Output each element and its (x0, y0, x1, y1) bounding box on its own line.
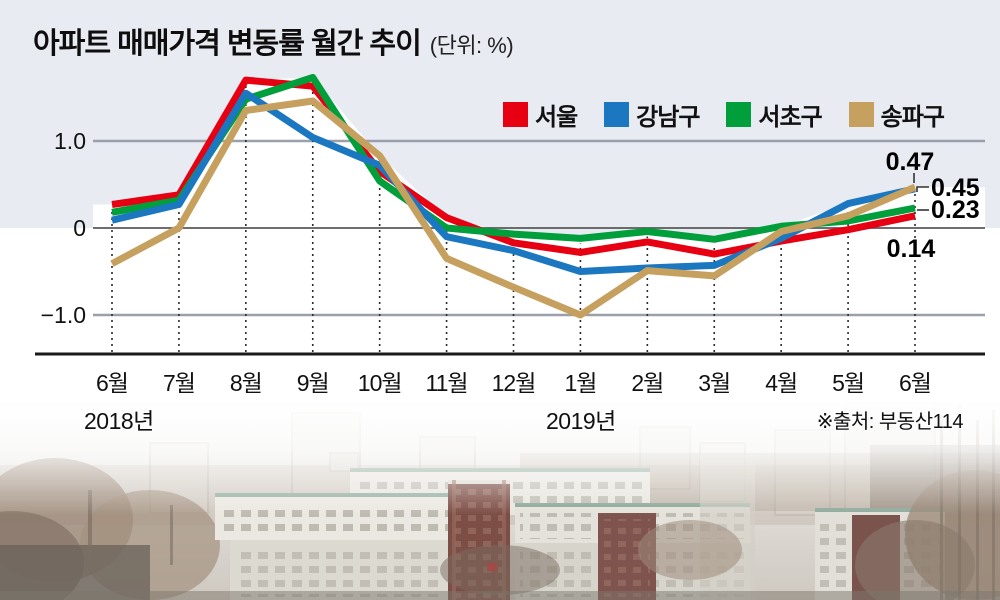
chart-unit-label: (단위: %) (429, 33, 514, 58)
apartment-photo (0, 395, 1000, 600)
year-label-2019: 2019년 (546, 408, 616, 434)
month-tick-label: 3월 (698, 370, 730, 396)
legend-item-seocho: 서초구 (726, 97, 823, 132)
month-tick-label: 4월 (765, 370, 797, 396)
photo-wash (0, 395, 1000, 600)
end-value-label-seoul: 0.14 (887, 235, 936, 263)
year-label-2018: 2018년 (84, 408, 154, 434)
legend-swatch-seocho (726, 102, 752, 127)
month-tick-label: 10월 (358, 370, 402, 396)
month-tick-label: 12월 (492, 370, 536, 396)
end-value-label-seocho: 0.23 (931, 196, 980, 224)
left-margin-fill (0, 228, 93, 400)
source-note: ※출처: 부동산114 (816, 411, 964, 433)
legend-item-seoul: 서울 (503, 97, 578, 132)
chart-legend: 서울 강남구 서초구 송파구 (503, 97, 945, 132)
month-tick-label: 2월 (631, 370, 663, 396)
y-tick-label: −1.0 (41, 302, 86, 328)
month-tick-label: 5월 (832, 370, 864, 396)
month-tick-label: 8월 (230, 370, 262, 396)
end-value-label-gangnam: 0.45 (931, 174, 980, 202)
apartment-photo-illustration (0, 395, 1000, 600)
page-title: 아파트 매매가격 변동률 월간 추이 (단위: %) (33, 20, 514, 62)
legend-item-songpa: 송파구 (848, 97, 945, 132)
legend-label-seocho: 서초구 (758, 104, 822, 131)
month-tick-label: 6월 (96, 370, 128, 396)
photo-fog-fade (0, 395, 1000, 515)
right-margin-fill (985, 228, 1000, 400)
legend-swatch-gangnam (604, 102, 630, 127)
month-tick-label: 1월 (564, 370, 596, 396)
legend-swatch-seoul (503, 102, 528, 127)
month-tick-label: 7월 (163, 370, 195, 396)
legend-label-songpa: 송파구 (880, 104, 945, 131)
month-tick-label: 9월 (297, 370, 329, 396)
leader-line-gangnam (916, 186, 929, 192)
y-tick-label: 1.0 (54, 128, 86, 154)
month-tick-label: 6월 (899, 370, 931, 396)
series-line-gangnam (111, 89, 916, 275)
legend-label-gangnam: 강남구 (636, 104, 700, 131)
end-value-label-songpa: 0.47 (886, 148, 935, 176)
month-tick-label: 11월 (426, 370, 468, 396)
legend-item-gangnam: 강남구 (604, 97, 700, 132)
legend-label-seoul: 서울 (535, 104, 578, 131)
legend-swatch-songpa (848, 102, 874, 127)
y-tick-label: 0 (73, 215, 86, 241)
chart-title: 아파트 매매가격 변동률 월간 추이 (33, 28, 422, 60)
trend-chart: 1.0 0 −1.0 6월 7월 8월 9월 10월 11월 12월 1월 2월 3월 4월 5월 6월 0.1… (0, 0, 1000, 400)
series-line-songpa (110, 97, 917, 319)
